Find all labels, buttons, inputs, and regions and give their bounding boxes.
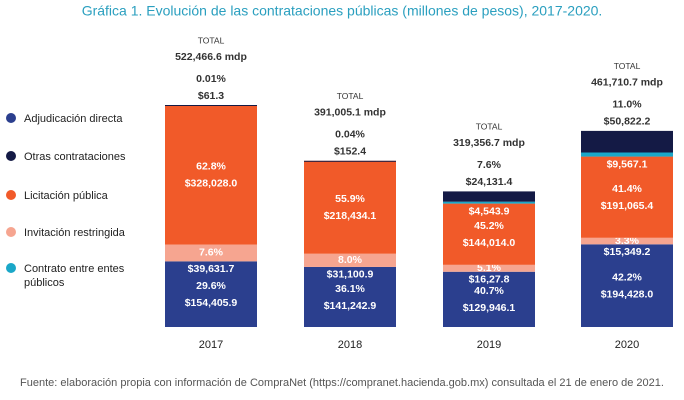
bar-segment	[165, 244, 257, 262]
legend-swatch	[6, 113, 16, 123]
value-label: $31,100.9	[327, 269, 374, 281]
bar-segment	[304, 253, 396, 267]
bar-segment	[304, 266, 396, 327]
total-label: TOTAL	[476, 122, 503, 132]
share-label: 41.4%	[612, 183, 642, 195]
bar-segment	[165, 261, 257, 327]
legend-label: Invitación restringida	[24, 227, 125, 239]
bar-segment	[581, 130, 673, 153]
bar-segment	[443, 203, 535, 265]
legend-item: Adjudicación directa	[4, 112, 154, 126]
legend-item: Licitación pública	[4, 189, 154, 203]
value-label: $50,822.2	[604, 116, 651, 128]
legend-label: Licitación pública	[24, 190, 108, 202]
share-label: 8.0%	[338, 254, 363, 266]
bar-segment	[581, 244, 673, 327]
total-value: 461,710.7 mdp	[591, 77, 663, 89]
share-label: 36.1%	[335, 283, 365, 295]
share-label: 11.0%	[612, 99, 642, 111]
share-label: 62.8%	[196, 161, 226, 173]
legend-label: Otras contrataciones	[24, 151, 126, 163]
total-value: 522,466.6 mdp	[175, 51, 247, 63]
chart-title: Gráfica 1. Evolución de las contratacion…	[82, 3, 603, 19]
share-label: 0.01%	[196, 73, 226, 85]
share-label: 5.1%	[477, 262, 502, 274]
legend-swatch	[6, 151, 16, 161]
value-label: $154,405.9	[185, 297, 238, 309]
share-label: 3.3%	[615, 235, 640, 247]
total-label: TOTAL	[614, 61, 641, 71]
source-note: Fuente: elaboración propia con informaci…	[20, 377, 664, 389]
bar-segment	[581, 156, 673, 238]
share-label: 40.7%	[474, 285, 504, 297]
value-label: $144,014.0	[463, 237, 516, 249]
x-tick-label: 2018	[338, 339, 362, 351]
x-tick-label: 2017	[199, 339, 223, 351]
share-label: 42.2%	[612, 271, 642, 283]
value-label: $4,543.9	[469, 205, 510, 217]
x-tick-label: 2019	[477, 339, 501, 351]
legend-swatch	[6, 190, 16, 200]
bar-segment	[165, 105, 257, 106]
bar-segment	[443, 191, 535, 202]
total-label: TOTAL	[198, 35, 225, 45]
share-label: 7.6%	[199, 247, 224, 259]
value-label: $152.4	[334, 146, 366, 158]
bar-segment	[304, 160, 396, 254]
share-label: 55.9%	[335, 193, 365, 205]
legend-label: Contrato entre entes públicos	[24, 263, 125, 289]
bar-segment	[443, 201, 535, 204]
value-label: $9,567.1	[607, 158, 648, 170]
x-tick-label: 2020	[615, 339, 639, 351]
share-label: 0.04%	[335, 129, 365, 141]
value-label: $61.3	[198, 90, 224, 102]
legend-item: Contrato entre entes públicos	[4, 262, 154, 290]
value-label: $24,131.4	[466, 176, 513, 188]
bar-segment	[581, 152, 673, 157]
bar-segment	[304, 160, 396, 162]
bar-segment	[165, 105, 257, 245]
bar-segment	[443, 271, 535, 327]
legend-swatch	[6, 227, 16, 237]
value-label: $39,631.7	[188, 263, 235, 275]
legend-label: Adjudicación directa	[24, 113, 123, 125]
legend-item: Invitación restringida	[4, 226, 154, 240]
share-label: 7.6%	[477, 159, 502, 171]
share-label: 45.2%	[474, 220, 504, 232]
value-label: $191,065.4	[601, 200, 654, 212]
value-label: $194,428.0	[601, 288, 654, 300]
value-label: $218,434.1	[324, 210, 377, 222]
total-label: TOTAL	[337, 91, 364, 101]
value-label: $328,028.0	[185, 178, 238, 190]
value-label: $15,349.2	[604, 246, 651, 258]
value-label: $16,27.8	[469, 274, 510, 286]
bar-segment	[443, 264, 535, 272]
legend-swatch	[6, 263, 16, 273]
total-value: 391,005.1 mdp	[314, 107, 386, 119]
legend-item: Otras contrataciones	[4, 150, 154, 164]
value-label: $141,242.9	[324, 300, 377, 312]
total-value: 319,356.7 mdp	[453, 137, 525, 149]
share-label: 29.6%	[196, 280, 226, 292]
bar-segment	[581, 237, 673, 245]
value-label: $129,946.1	[463, 302, 516, 314]
